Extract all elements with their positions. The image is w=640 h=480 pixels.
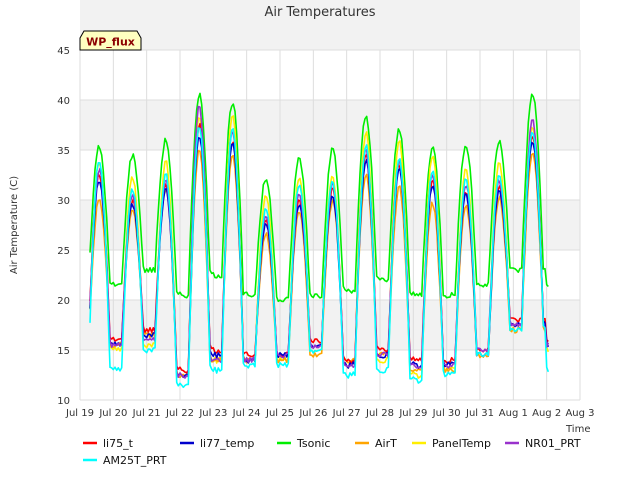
series-line-am25t-prt (89, 127, 550, 389)
series-line-tsonic (89, 92, 549, 303)
x-tick-label: Jul 19 (65, 408, 94, 419)
y-axis-title: Air Temperature (C) (9, 176, 20, 274)
chart-title: Air Temperatures (264, 5, 375, 20)
plot-band (80, 0, 580, 50)
legend-label: AirT (375, 437, 397, 450)
site-label-background (79, 30, 142, 51)
y-tick-label: 45 (57, 46, 70, 57)
y-tick-label: 10 (57, 396, 70, 407)
legend-label: NR01_PRT (525, 437, 581, 450)
x-tick-labels: Jul 19 Jul 20 Jul 21 Jul 22 Jul 23 Jul 24 Jul … (65, 408, 595, 419)
x-tick-label: Jul 30 (432, 408, 461, 419)
x-tick-label: Jul 27 (332, 408, 361, 419)
x-tick-label: Aug 3 (565, 408, 594, 419)
y-tick-label: 15 (57, 346, 70, 357)
y-tick-label: 30 (57, 196, 70, 207)
legend-label: AM25T_PRT (103, 454, 167, 467)
x-axis-title: Time (565, 424, 590, 435)
site-label-box: WP_flux (79, 30, 142, 51)
plot-band (80, 300, 580, 350)
y-tick-labels: 10 15 20 25 30 35 40 45 (57, 46, 70, 407)
x-tick-label: Jul 24 (232, 408, 261, 419)
plot-band (80, 100, 580, 150)
legend-label: Tsonic (296, 437, 330, 450)
x-tick-label: Jul 22 (165, 408, 194, 419)
x-tick-label: Jul 23 (198, 408, 227, 419)
y-tick-label: 40 (57, 96, 70, 107)
x-tick-label: Jul 26 (298, 408, 327, 419)
plot-background (80, 0, 580, 400)
x-tick-label: Jul 31 (465, 408, 494, 419)
legend-label: li75_t (103, 437, 134, 450)
x-tick-label: Aug 2 (532, 408, 561, 419)
x-tick-label: Aug 1 (499, 408, 528, 419)
series-lines (89, 92, 550, 389)
legend-label: PanelTemp (432, 437, 491, 450)
y-tick-label: 20 (57, 296, 70, 307)
site-label: WP_flux (86, 36, 135, 49)
x-tick-label: Jul 20 (98, 408, 127, 419)
x-tick-label: Jul 29 (398, 408, 427, 419)
y-tick-label: 35 (57, 146, 70, 157)
legend-label: li77_temp (200, 437, 254, 450)
legend: li75_t li77_temp Tsonic AirT PanelTemp NR01_P… (83, 437, 581, 467)
x-tick-label: Jul 28 (365, 408, 394, 419)
y-tick-label: 25 (57, 246, 70, 257)
x-tick-label: Jul 25 (265, 408, 294, 419)
x-tick-label: Jul 21 (132, 408, 161, 419)
